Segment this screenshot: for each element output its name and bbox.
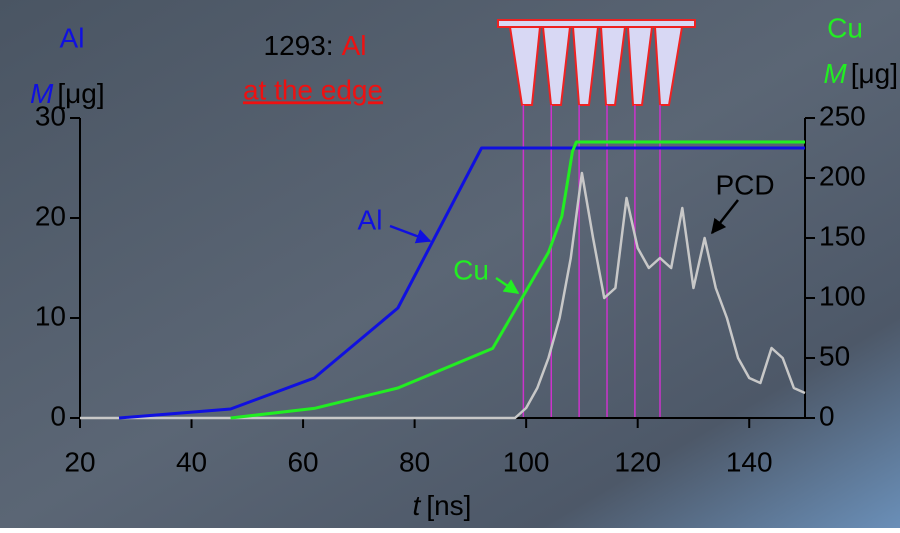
annotation-arrow — [711, 199, 739, 235]
annotation: Al — [358, 204, 383, 235]
y2-axis-unit: [μg] — [851, 58, 898, 89]
y-tick-label: 20 — [35, 200, 66, 231]
x-tick-label: 40 — [176, 446, 207, 477]
y2-tick-label: 100 — [819, 280, 866, 311]
x-axis-unit: [ns] — [426, 490, 471, 521]
y2-axis-symbol: M — [823, 58, 847, 89]
title-highlight: Al — [342, 30, 367, 61]
y2-tick-label: 250 — [819, 100, 866, 131]
chart-subtitle: at the edge — [243, 74, 383, 105]
y-tick-label: 30 — [35, 100, 66, 131]
y-axis-name: Al — [60, 22, 85, 53]
y-axis-unit: [μg] — [57, 78, 104, 109]
y2-tick-label: 0 — [819, 400, 835, 431]
annotation: Cu — [453, 254, 489, 285]
x-axis-label: t [ns] — [413, 490, 472, 521]
annotation-arrow — [495, 276, 520, 295]
y2-tick-label: 50 — [819, 340, 850, 371]
y-tick-label: 10 — [35, 300, 66, 331]
y-axis-label: M [μg] — [30, 78, 105, 109]
frames-image — [497, 19, 696, 106]
y2-tick-label: 150 — [819, 220, 866, 251]
y-tick-label: 0 — [50, 400, 66, 431]
x-tick-label: 60 — [287, 446, 318, 477]
x-axis-symbol: t — [413, 490, 422, 521]
x-tick-label: 140 — [726, 446, 773, 477]
series-line — [230, 140, 805, 420]
y2-axis-name: Cu — [827, 12, 863, 43]
x-tick-label: 20 — [64, 446, 95, 477]
y-axis-symbol: M — [30, 78, 54, 109]
chart-title: 1293: Al — [264, 30, 367, 61]
x-tick-label: 100 — [503, 446, 550, 477]
annotation-arrow — [389, 224, 432, 244]
y2-tick-label: 200 — [819, 160, 866, 191]
annotation: PCD — [715, 169, 774, 200]
title-number: 1293: — [264, 30, 334, 61]
series-line — [80, 171, 806, 420]
x-tick-label: 80 — [399, 446, 430, 477]
x-tick-label: 120 — [614, 446, 661, 477]
series-line — [118, 146, 805, 420]
y2-axis-label: M [μg] — [823, 58, 898, 89]
